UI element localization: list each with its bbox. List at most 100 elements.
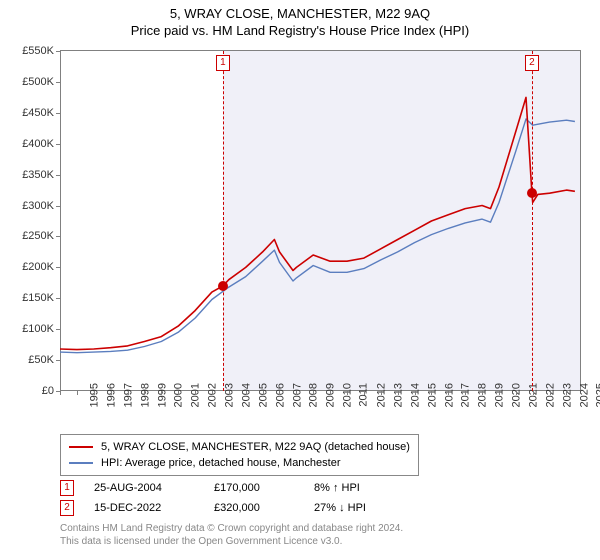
xtick-mark [415, 391, 416, 395]
footer-line2: This data is licensed under the Open Gov… [60, 535, 403, 548]
xtick-label: 2003 [224, 383, 236, 407]
xtick-mark [330, 391, 331, 395]
xtick-label: 2004 [240, 383, 252, 407]
xtick-label: 2000 [173, 383, 185, 407]
xtick-mark [178, 391, 179, 395]
annotation-table: 125-AUG-2004£170,0008% ↑ HPI215-DEC-2022… [60, 478, 414, 518]
xtick-label: 1996 [105, 383, 117, 407]
xtick-mark [448, 391, 449, 395]
xtick-mark [313, 391, 314, 395]
event-dot-1 [218, 281, 228, 291]
annotation-row-2: 215-DEC-2022£320,00027% ↓ HPI [60, 498, 414, 518]
xtick-mark [364, 391, 365, 395]
annotation-price: £320,000 [214, 502, 294, 514]
xtick-label: 1998 [139, 383, 151, 407]
xtick-label: 2022 [544, 383, 556, 407]
xtick-label: 2025 [595, 383, 600, 407]
event-marker-box-2: 2 [525, 55, 539, 71]
xtick-mark [212, 391, 213, 395]
annotation-row-1: 1 25-AUG-2004 £170,000 8% ↑ HPI [60, 478, 414, 498]
xtick-label: 2020 [511, 383, 523, 407]
ytick-label: £150K [6, 292, 54, 304]
ytick-label: £500K [6, 76, 54, 88]
xtick-label: 2016 [443, 383, 455, 407]
legend-row: 5, WRAY CLOSE, MANCHESTER, M22 9AQ (deta… [69, 439, 410, 455]
ytick-label: £450K [6, 107, 54, 119]
annotation-marker: 2 [60, 500, 74, 516]
xtick-mark [77, 391, 78, 395]
xtick-label: 2006 [274, 383, 286, 407]
title-subtitle: Price paid vs. HM Land Registry's House … [0, 23, 600, 38]
xtick-label: 2007 [291, 383, 303, 407]
xtick-label: 2002 [207, 383, 219, 407]
ytick-label: £400K [6, 138, 54, 150]
xtick-mark [195, 391, 196, 395]
xtick-label: 2014 [409, 383, 421, 407]
xtick-mark [128, 391, 129, 395]
legend-label: 5, WRAY CLOSE, MANCHESTER, M22 9AQ (deta… [101, 439, 410, 455]
xtick-label: 2019 [494, 383, 506, 407]
xtick-mark [263, 391, 264, 395]
xtick-mark [566, 391, 567, 395]
chart-plot-area: £0£50K£100K£150K£200K£250K£300K£350K£400… [60, 50, 581, 391]
legend-row: HPI: Average price, detached house, Manc… [69, 455, 410, 471]
xtick-label: 2023 [561, 383, 573, 407]
ytick-label: £200K [6, 261, 54, 273]
xtick-mark [381, 391, 382, 395]
xtick-label: 2001 [190, 383, 202, 407]
xtick-label: 2024 [578, 383, 590, 407]
xtick-mark [296, 391, 297, 395]
title-address: 5, WRAY CLOSE, MANCHESTER, M22 9AQ [0, 6, 600, 21]
footer-line1: Contains HM Land Registry data © Crown c… [60, 522, 403, 535]
ytick-mark [56, 175, 60, 176]
ytick-label: £250K [6, 230, 54, 242]
annotation-date: 25-AUG-2004 [94, 482, 194, 494]
xtick-label: 2013 [392, 383, 404, 407]
series-line-price-paid [60, 97, 575, 349]
xtick-label: 2021 [527, 383, 539, 407]
ytick-mark [56, 329, 60, 330]
ytick-label: £300K [6, 200, 54, 212]
event-dot-2 [527, 188, 537, 198]
ytick-mark [56, 51, 60, 52]
annotation-marker: 1 [60, 480, 74, 496]
xtick-mark [246, 391, 247, 395]
ytick-mark [56, 144, 60, 145]
chart-container: 5, WRAY CLOSE, MANCHESTER, M22 9AQ Price… [0, 0, 600, 560]
ytick-mark [56, 113, 60, 114]
xtick-mark [111, 391, 112, 395]
titles: 5, WRAY CLOSE, MANCHESTER, M22 9AQ Price… [0, 0, 600, 38]
xtick-mark [229, 391, 230, 395]
xtick-label: 2009 [325, 383, 337, 407]
event-vline-2 [532, 51, 533, 391]
xtick-label: 1999 [156, 383, 168, 407]
legend-swatch [69, 446, 93, 448]
xtick-mark [533, 391, 534, 395]
chart-legend: 5, WRAY CLOSE, MANCHESTER, M22 9AQ (deta… [60, 434, 419, 476]
event-marker-box-1: 1 [216, 55, 230, 71]
xtick-mark [94, 391, 95, 395]
annotation-price: £170,000 [214, 482, 294, 494]
xtick-mark [347, 391, 348, 395]
ytick-mark [56, 360, 60, 361]
ytick-mark [56, 267, 60, 268]
chart-lines-svg [60, 51, 580, 391]
ytick-mark [56, 82, 60, 83]
ytick-label: £50K [6, 354, 54, 366]
xtick-label: 1997 [122, 383, 134, 407]
annotation-pct: 27% ↓ HPI [314, 502, 414, 514]
xtick-mark [465, 391, 466, 395]
xtick-label: 2008 [308, 383, 320, 407]
xtick-mark [279, 391, 280, 395]
xtick-label: 2017 [460, 383, 472, 407]
xtick-mark [431, 391, 432, 395]
ytick-label: £0 [6, 385, 54, 397]
xtick-mark [161, 391, 162, 395]
annotation-pct: 8% ↑ HPI [314, 482, 414, 494]
xtick-label: 2010 [342, 383, 354, 407]
xtick-mark [516, 391, 517, 395]
ytick-label: £100K [6, 323, 54, 335]
ytick-mark [56, 206, 60, 207]
xtick-mark [499, 391, 500, 395]
xtick-label: 2018 [477, 383, 489, 407]
